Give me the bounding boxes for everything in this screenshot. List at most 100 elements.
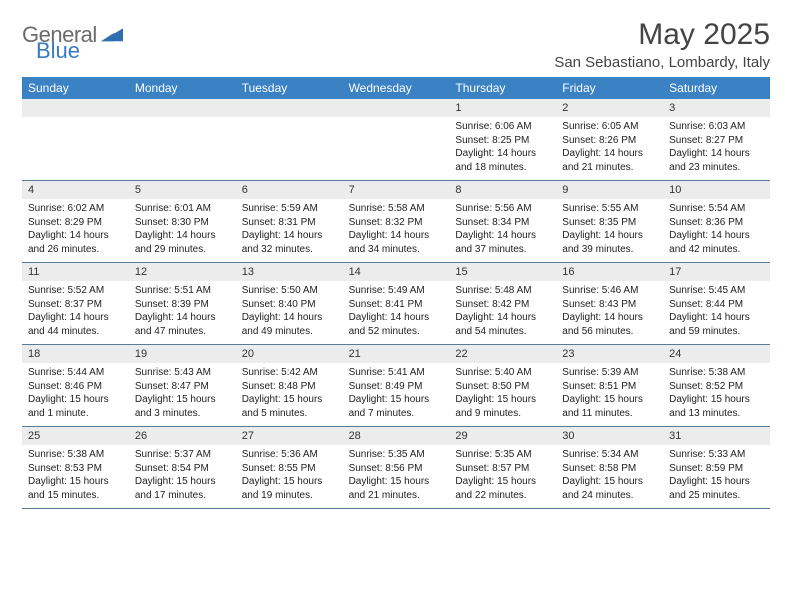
day-body: Sunrise: 5:49 AMSunset: 8:41 PMDaylight:…: [343, 281, 450, 344]
day-cell: 12Sunrise: 5:51 AMSunset: 8:39 PMDayligh…: [129, 263, 236, 344]
daylight-text: Daylight: 14 hours and 52 minutes.: [349, 311, 444, 338]
day-number: 17: [663, 263, 770, 281]
day-body: Sunrise: 5:33 AMSunset: 8:59 PMDaylight:…: [663, 445, 770, 508]
sunrise-text: Sunrise: 5:45 AM: [669, 284, 764, 298]
day-cell: 22Sunrise: 5:40 AMSunset: 8:50 PMDayligh…: [449, 345, 556, 426]
day-body: Sunrise: 6:01 AMSunset: 8:30 PMDaylight:…: [129, 199, 236, 262]
daylight-text: Daylight: 15 hours and 24 minutes.: [562, 475, 657, 502]
sunset-text: Sunset: 8:52 PM: [669, 380, 764, 394]
sunset-text: Sunset: 8:25 PM: [455, 134, 550, 148]
sunrise-text: Sunrise: 5:35 AM: [349, 448, 444, 462]
day-body: Sunrise: 5:52 AMSunset: 8:37 PMDaylight:…: [22, 281, 129, 344]
day-number: 30: [556, 427, 663, 445]
day-cell: 20Sunrise: 5:42 AMSunset: 8:48 PMDayligh…: [236, 345, 343, 426]
day-number: 27: [236, 427, 343, 445]
day-body: [236, 117, 343, 175]
sunset-text: Sunset: 8:36 PM: [669, 216, 764, 230]
day-body: Sunrise: 5:43 AMSunset: 8:47 PMDaylight:…: [129, 363, 236, 426]
sunset-text: Sunset: 8:37 PM: [28, 298, 123, 312]
daylight-text: Daylight: 14 hours and 34 minutes.: [349, 229, 444, 256]
day-number: 29: [449, 427, 556, 445]
sunset-text: Sunset: 8:30 PM: [135, 216, 230, 230]
day-body: Sunrise: 5:56 AMSunset: 8:34 PMDaylight:…: [449, 199, 556, 262]
sunset-text: Sunset: 8:31 PM: [242, 216, 337, 230]
day-body: [129, 117, 236, 175]
sunrise-text: Sunrise: 6:03 AM: [669, 120, 764, 134]
sunset-text: Sunset: 8:29 PM: [28, 216, 123, 230]
day-body: Sunrise: 5:38 AMSunset: 8:53 PMDaylight:…: [22, 445, 129, 508]
day-body: Sunrise: 5:34 AMSunset: 8:58 PMDaylight:…: [556, 445, 663, 508]
day-body: Sunrise: 5:54 AMSunset: 8:36 PMDaylight:…: [663, 199, 770, 262]
day-number: 23: [556, 345, 663, 363]
day-cell: 26Sunrise: 5:37 AMSunset: 8:54 PMDayligh…: [129, 427, 236, 508]
sunrise-text: Sunrise: 6:05 AM: [562, 120, 657, 134]
day-number: 18: [22, 345, 129, 363]
daylight-text: Daylight: 14 hours and 47 minutes.: [135, 311, 230, 338]
day-number: 9: [556, 181, 663, 199]
day-body: Sunrise: 5:51 AMSunset: 8:39 PMDaylight:…: [129, 281, 236, 344]
day-body: Sunrise: 5:48 AMSunset: 8:42 PMDaylight:…: [449, 281, 556, 344]
sunset-text: Sunset: 8:34 PM: [455, 216, 550, 230]
daylight-text: Daylight: 15 hours and 1 minute.: [28, 393, 123, 420]
day-number: [343, 99, 450, 117]
week-row: 4Sunrise: 6:02 AMSunset: 8:29 PMDaylight…: [22, 181, 770, 263]
sunrise-text: Sunrise: 5:34 AM: [562, 448, 657, 462]
sunrise-text: Sunrise: 5:44 AM: [28, 366, 123, 380]
day-body: Sunrise: 5:59 AMSunset: 8:31 PMDaylight:…: [236, 199, 343, 262]
daylight-text: Daylight: 15 hours and 9 minutes.: [455, 393, 550, 420]
day-cell: 2 Sunrise: 6:05 AMSunset: 8:26 PMDaylight…: [556, 99, 663, 180]
day-number: 3: [663, 99, 770, 117]
sunset-text: Sunset: 8:59 PM: [669, 462, 764, 476]
day-body: Sunrise: 5:44 AMSunset: 8:46 PMDaylight:…: [22, 363, 129, 426]
daylight-text: Daylight: 14 hours and 21 minutes.: [562, 147, 657, 174]
daylight-text: Daylight: 14 hours and 37 minutes.: [455, 229, 550, 256]
daylight-text: Daylight: 14 hours and 18 minutes.: [455, 147, 550, 174]
day-body: Sunrise: 5:45 AMSunset: 8:44 PMDaylight:…: [663, 281, 770, 344]
day-number: 21: [343, 345, 450, 363]
weekday-thursday: Thursday: [449, 77, 556, 99]
daylight-text: Daylight: 15 hours and 25 minutes.: [669, 475, 764, 502]
sunrise-text: Sunrise: 5:43 AM: [135, 366, 230, 380]
day-cell: 9Sunrise: 5:55 AMSunset: 8:35 PMDaylight…: [556, 181, 663, 262]
empty-cell: [129, 99, 236, 180]
sunrise-text: Sunrise: 5:59 AM: [242, 202, 337, 216]
day-number: 11: [22, 263, 129, 281]
sunset-text: Sunset: 8:27 PM: [669, 134, 764, 148]
daylight-text: Daylight: 14 hours and 26 minutes.: [28, 229, 123, 256]
sunset-text: Sunset: 8:44 PM: [669, 298, 764, 312]
day-body: Sunrise: 6:02 AMSunset: 8:29 PMDaylight:…: [22, 199, 129, 262]
day-number: [22, 99, 129, 117]
sunset-text: Sunset: 8:42 PM: [455, 298, 550, 312]
day-number: 16: [556, 263, 663, 281]
sunrise-text: Sunrise: 5:38 AM: [669, 366, 764, 380]
daylight-text: Daylight: 15 hours and 11 minutes.: [562, 393, 657, 420]
sunrise-text: Sunrise: 5:55 AM: [562, 202, 657, 216]
day-cell: 25Sunrise: 5:38 AMSunset: 8:53 PMDayligh…: [22, 427, 129, 508]
day-cell: 10Sunrise: 5:54 AMSunset: 8:36 PMDayligh…: [663, 181, 770, 262]
daylight-text: Daylight: 15 hours and 22 minutes.: [455, 475, 550, 502]
daylight-text: Daylight: 14 hours and 29 minutes.: [135, 229, 230, 256]
day-body: Sunrise: 5:46 AMSunset: 8:43 PMDaylight:…: [556, 281, 663, 344]
sunset-text: Sunset: 8:51 PM: [562, 380, 657, 394]
day-cell: 11Sunrise: 5:52 AMSunset: 8:37 PMDayligh…: [22, 263, 129, 344]
sunrise-text: Sunrise: 6:02 AM: [28, 202, 123, 216]
sunset-text: Sunset: 8:54 PM: [135, 462, 230, 476]
day-cell: 29Sunrise: 5:35 AMSunset: 8:57 PMDayligh…: [449, 427, 556, 508]
day-cell: 30Sunrise: 5:34 AMSunset: 8:58 PMDayligh…: [556, 427, 663, 508]
week-row: 1Sunrise: 6:06 AMSunset: 8:25 PMDaylight…: [22, 99, 770, 181]
sunset-text: Sunset: 8:26 PM: [562, 134, 657, 148]
day-body: Sunrise: 6:06 AMSunset: 8:25 PMDaylight:…: [449, 117, 556, 180]
day-number: 2: [556, 99, 663, 117]
location-text: San Sebastiano, Lombardy, Italy: [554, 54, 770, 71]
day-number: 22: [449, 345, 556, 363]
day-number: 8: [449, 181, 556, 199]
sunset-text: Sunset: 8:50 PM: [455, 380, 550, 394]
day-number: 7: [343, 181, 450, 199]
day-number: 1: [449, 99, 556, 117]
daylight-text: Daylight: 14 hours and 54 minutes.: [455, 311, 550, 338]
day-body: Sunrise: 5:38 AMSunset: 8:52 PMDaylight:…: [663, 363, 770, 426]
day-number: 24: [663, 345, 770, 363]
day-body: Sunrise: 5:42 AMSunset: 8:48 PMDaylight:…: [236, 363, 343, 426]
day-cell: 3Sunrise: 6:03 AMSunset: 8:27 PMDaylight…: [663, 99, 770, 180]
day-number: 26: [129, 427, 236, 445]
